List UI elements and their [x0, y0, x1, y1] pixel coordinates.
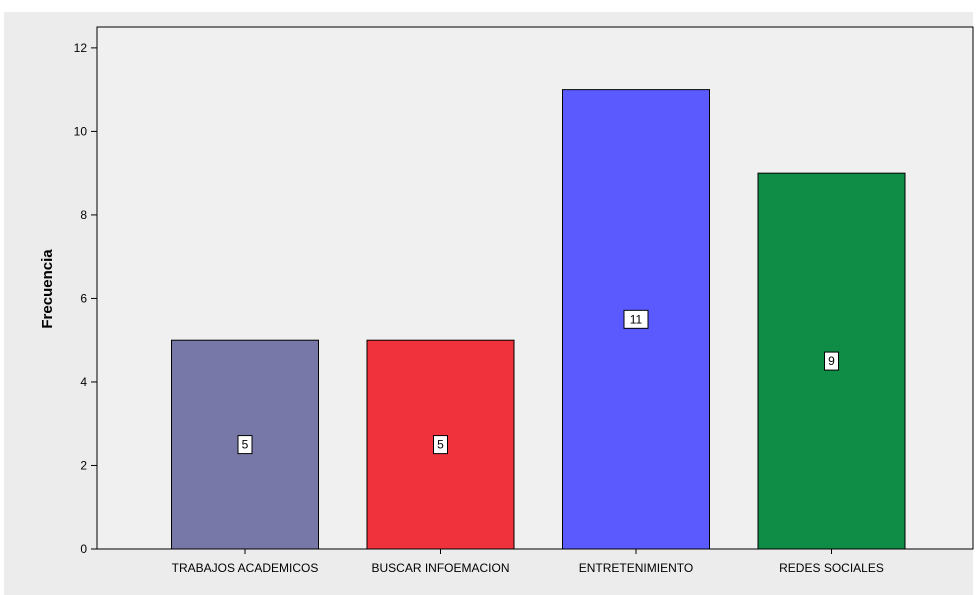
- x-axis: TRABAJOS ACADEMICOS BUSCAR INFOEMACION ENT…: [172, 549, 884, 575]
- x-tick-label: BUSCAR INFOEMACION: [371, 561, 509, 575]
- data-label-box: [237, 435, 253, 455]
- y-tick-label: 2: [80, 458, 87, 472]
- data-label: 11: [630, 312, 643, 326]
- x-tick-label: TRABAJOS ACADEMICOS: [172, 561, 319, 575]
- data-label: 9: [828, 354, 835, 368]
- y-tick-label: 10: [74, 124, 88, 138]
- data-label: 5: [437, 438, 444, 452]
- y-tick-label: 8: [80, 208, 87, 222]
- y-tick-label: 12: [74, 41, 88, 55]
- data-label: 5: [242, 438, 249, 452]
- y-axis: 0 2 4 6 8 10 12: [74, 41, 97, 556]
- y-tick-label: 4: [80, 375, 87, 389]
- x-tick-label: REDES SOCIALES: [779, 561, 884, 575]
- data-label-box: [824, 351, 839, 371]
- data-label-box: [623, 309, 649, 329]
- y-axis-title: Frecuencia: [39, 249, 56, 329]
- x-tick-label: ENTRETENIMIENTO: [579, 561, 693, 575]
- y-tick-label: 0: [80, 542, 87, 556]
- data-label-box: [433, 435, 448, 455]
- y-tick-label: 6: [80, 291, 87, 305]
- data-labels-layer: 5 5 11 9: [237, 309, 839, 455]
